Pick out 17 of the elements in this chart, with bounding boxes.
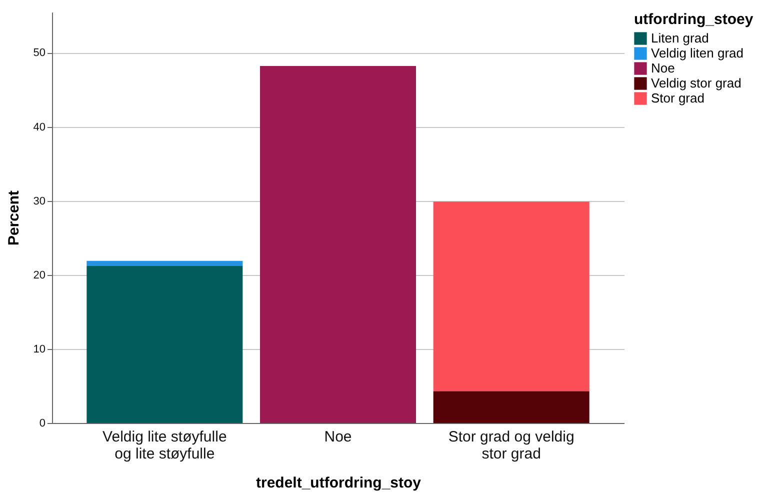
y-axis-title: Percent <box>5 190 22 246</box>
x-tick-label: Stor grad og veldig stor grad <box>448 428 574 462</box>
y-tick-label: 20 <box>33 269 46 282</box>
x-tick-label: Veldig lite støyfulle og lite støyfulle <box>102 428 227 462</box>
y-tick-label: 0 <box>39 418 46 430</box>
legend-label: Stor grad <box>651 90 704 106</box>
legend-label: Veldig liten grad <box>651 46 744 60</box>
y-tick-label: 40 <box>33 121 46 134</box>
legend-label: Liten grad <box>651 30 709 46</box>
x-tick-label: Noe <box>324 428 352 446</box>
x-axis-title: tredelt_utfordring_stoy <box>256 474 422 492</box>
legend-label: Noe <box>651 60 675 76</box>
legend-label: Veldig stor grad <box>651 76 742 90</box>
y-tick-label: 50 <box>33 47 46 60</box>
legend-title: utfordring_stoey <box>634 11 754 28</box>
y-tick-label: 10 <box>33 343 46 356</box>
y-tick-label: 30 <box>33 195 46 208</box>
